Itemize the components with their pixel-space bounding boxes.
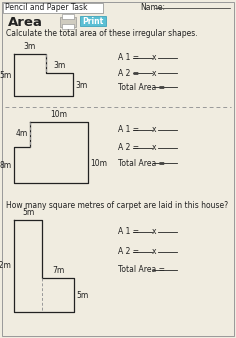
Text: A 1 =: A 1 = xyxy=(118,53,142,63)
Text: 3m: 3m xyxy=(75,80,87,90)
Text: x: x xyxy=(152,53,156,63)
Text: A 1 =: A 1 = xyxy=(118,227,142,237)
Text: 8m: 8m xyxy=(0,161,12,169)
Text: 10m: 10m xyxy=(90,159,107,168)
Text: 10m: 10m xyxy=(51,110,67,119)
Text: 3m: 3m xyxy=(24,42,36,51)
Text: A 2 =: A 2 = xyxy=(118,144,142,152)
Bar xyxy=(60,17,76,27)
Text: x: x xyxy=(152,125,156,135)
Bar xyxy=(3,3,103,13)
Text: A 2 =: A 2 = xyxy=(118,247,142,257)
Text: Total Area =: Total Area = xyxy=(118,82,167,92)
Text: x: x xyxy=(152,247,156,257)
Text: 5m: 5m xyxy=(0,71,12,79)
Text: Pencil and Paper Task: Pencil and Paper Task xyxy=(5,3,88,13)
Bar xyxy=(80,16,106,26)
Text: 12m: 12m xyxy=(0,262,11,270)
Text: Area: Area xyxy=(8,17,43,29)
Text: A 1 =: A 1 = xyxy=(118,125,142,135)
Bar xyxy=(62,14,74,19)
Text: How many square metres of carpet are laid in this house?: How many square metres of carpet are lai… xyxy=(6,200,228,210)
Text: A 2 =: A 2 = xyxy=(118,69,142,77)
Text: 4m: 4m xyxy=(16,129,28,139)
Text: x: x xyxy=(152,144,156,152)
Text: Print: Print xyxy=(82,17,104,25)
Text: 5m: 5m xyxy=(22,208,34,217)
Bar xyxy=(62,24,74,29)
Text: x: x xyxy=(152,227,156,237)
Text: 7m: 7m xyxy=(52,266,64,275)
Text: Total Area =: Total Area = xyxy=(118,159,167,168)
Text: 3m: 3m xyxy=(54,61,66,70)
Text: x: x xyxy=(152,69,156,77)
Text: Total Area =: Total Area = xyxy=(118,266,167,274)
Text: Calculate the total area of these irregular shapes.: Calculate the total area of these irregu… xyxy=(6,28,198,38)
Text: Name:: Name: xyxy=(140,3,165,13)
Text: 5m: 5m xyxy=(76,290,88,299)
